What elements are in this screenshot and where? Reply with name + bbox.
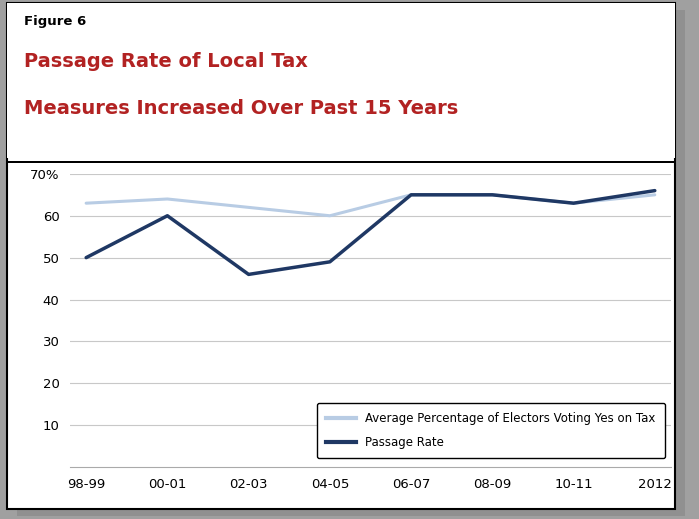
Text: Figure 6: Figure 6 <box>24 15 86 28</box>
Text: Measures Increased Over Past 15 Years: Measures Increased Over Past 15 Years <box>24 99 458 118</box>
Text: Passage Rate of Local Tax: Passage Rate of Local Tax <box>24 52 308 72</box>
Legend: Average Percentage of Electors Voting Yes on Tax, Passage Rate: Average Percentage of Electors Voting Ye… <box>317 403 665 458</box>
